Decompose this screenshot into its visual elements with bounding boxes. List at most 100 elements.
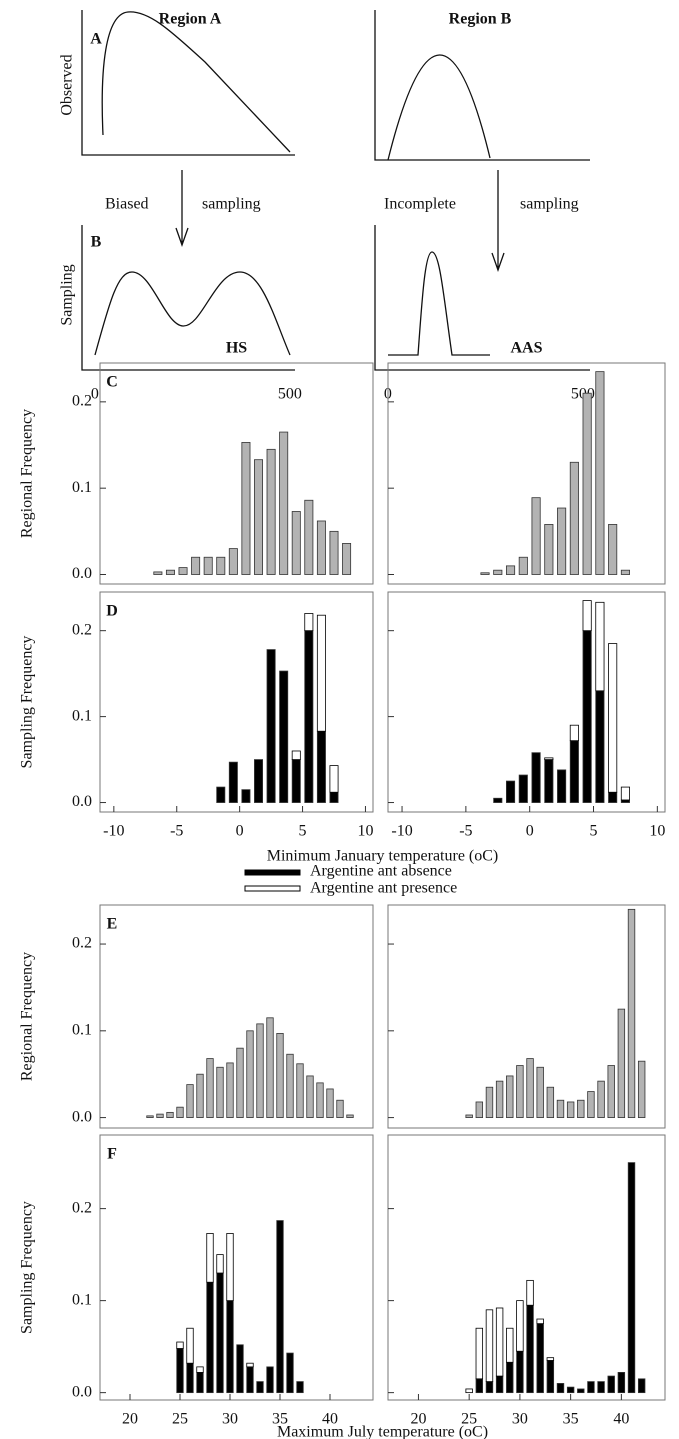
bar <box>326 1088 334 1118</box>
bar <box>577 1099 585 1118</box>
x-tick-label: 0 <box>526 823 534 840</box>
bar <box>493 569 503 575</box>
bar <box>587 1381 595 1394</box>
bar <box>266 448 276 575</box>
bar <box>595 601 605 692</box>
bar <box>216 1272 224 1394</box>
bar <box>228 548 238 575</box>
curve <box>94 271 291 356</box>
bar <box>196 1073 204 1118</box>
bar <box>256 1023 264 1118</box>
bar <box>279 670 289 803</box>
frame <box>99 1134 374 1401</box>
bar <box>620 569 630 575</box>
bar <box>236 1344 244 1394</box>
bar <box>607 1065 615 1118</box>
note: sampling <box>202 196 261 213</box>
bar <box>637 1060 646 1118</box>
bar <box>266 1366 274 1394</box>
bar <box>206 1233 214 1283</box>
bar <box>556 1099 565 1118</box>
bar <box>166 1111 174 1118</box>
bar <box>557 507 567 575</box>
bar <box>226 1062 234 1118</box>
bar <box>480 572 490 575</box>
bar <box>226 1300 234 1394</box>
bar <box>518 556 528 575</box>
bar <box>336 1099 344 1118</box>
y-label: Regional Frequency <box>19 409 36 538</box>
bar <box>536 1323 544 1394</box>
x-tick-label: 0 <box>236 823 244 840</box>
bar <box>146 1115 154 1118</box>
bar <box>597 1080 605 1118</box>
bar <box>191 556 201 575</box>
bar <box>516 1065 524 1118</box>
column-title: HS <box>226 340 247 357</box>
bar <box>329 791 339 803</box>
arrow <box>491 170 505 272</box>
bar <box>582 630 592 803</box>
bar <box>196 1366 204 1373</box>
bar <box>306 1075 314 1118</box>
bar <box>608 791 618 803</box>
curve <box>388 251 490 356</box>
x-tick-label: 25 <box>461 1411 477 1428</box>
region-title: Region B <box>449 11 512 28</box>
x-tick-label: 30 <box>512 1411 528 1428</box>
curve <box>387 54 491 161</box>
bar <box>475 1378 484 1394</box>
arrow <box>175 170 189 247</box>
bar <box>346 1114 354 1118</box>
bar <box>291 750 301 760</box>
bar <box>316 1082 324 1118</box>
bar <box>291 511 301 575</box>
bar <box>505 565 516 575</box>
axis <box>81 10 295 156</box>
y-tick-label: 0.1 <box>72 707 92 724</box>
bar <box>506 1361 514 1394</box>
bar <box>608 643 618 793</box>
bar <box>627 1162 636 1394</box>
bar <box>531 752 541 803</box>
bar <box>617 1371 626 1394</box>
bar <box>296 1063 304 1118</box>
bar <box>236 1047 244 1118</box>
bar <box>186 1362 194 1394</box>
bar <box>186 1327 194 1364</box>
bar <box>316 520 326 575</box>
y-tick-label: 0.2 <box>72 935 92 952</box>
bar <box>595 690 605 803</box>
x-tick-label: -10 <box>103 823 124 840</box>
bar <box>304 613 314 632</box>
bar <box>279 431 289 575</box>
bar <box>506 1327 514 1363</box>
legend-swatch <box>244 869 301 876</box>
x-tick-label: 10 <box>649 823 665 840</box>
y-tick-label: 0.2 <box>72 1199 92 1216</box>
bar <box>569 724 579 742</box>
frame <box>387 904 666 1129</box>
bar <box>246 1362 254 1368</box>
bar <box>569 461 579 575</box>
bar <box>286 1053 294 1118</box>
bar <box>475 1101 484 1118</box>
y-label: Sampling Frequency <box>19 636 36 769</box>
x-tick-label: 25 <box>172 1411 188 1428</box>
bar <box>216 1254 224 1274</box>
bar <box>582 600 592 632</box>
bar <box>203 556 213 575</box>
y-label: Regional Frequency <box>19 952 36 1081</box>
bar <box>304 499 314 575</box>
x-tick-label: 0 <box>91 386 99 403</box>
bar <box>516 1350 524 1394</box>
bar <box>546 1357 555 1361</box>
frame <box>99 591 374 813</box>
y-tick-label: 0.1 <box>72 1291 92 1308</box>
panel-letter: A <box>90 31 102 48</box>
bar <box>156 1113 164 1118</box>
bar <box>495 1307 504 1377</box>
bar <box>254 459 264 575</box>
y-label: Sampling Frequency <box>19 1201 36 1334</box>
bar <box>608 524 618 575</box>
